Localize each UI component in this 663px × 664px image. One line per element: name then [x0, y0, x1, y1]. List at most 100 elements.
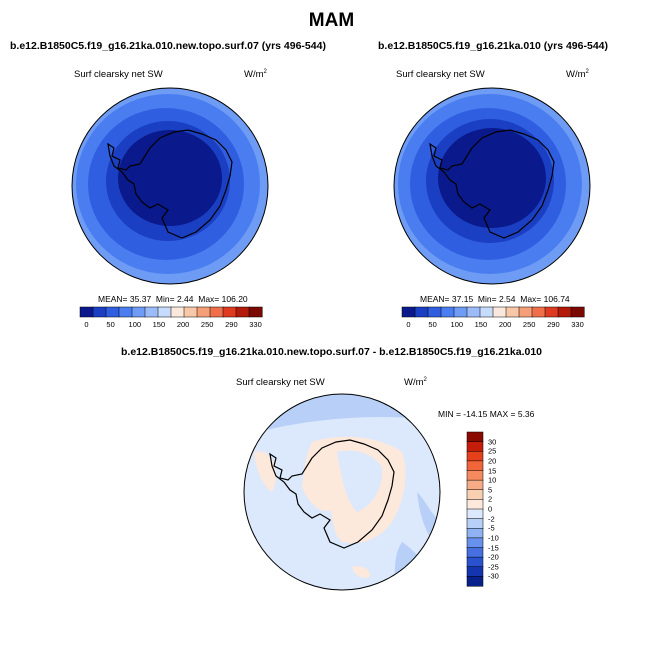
colorbar-tick-label: -2 [488, 514, 495, 524]
panel-1-case-title: b.e12.B1850C5.f19_g16.21ka.010.new.topo.… [10, 40, 326, 52]
colorbar-tick-label: 250 [522, 320, 536, 329]
colorbar-swatch [466, 576, 484, 587]
figure-title: MAM [308, 10, 355, 31]
panel-1-polar-map [71, 87, 269, 285]
antarctica-coastline [429, 129, 555, 239]
colorbar-tick-label: 50 [428, 320, 437, 329]
colorbar-swatch [466, 547, 484, 558]
panel-2-polar-map [393, 87, 591, 285]
diff-panel-title: b.e12.B1850C5.f19_g16.21ka.010.new.topo.… [120, 346, 543, 358]
colorbar-swatch [492, 306, 507, 318]
colorbar-swatch [479, 306, 494, 318]
diff-colorbar [466, 431, 484, 587]
colorbar-swatch [466, 479, 484, 491]
colorbar-swatch [157, 306, 172, 318]
colorbar-swatch [118, 306, 133, 318]
colorbar-tick-label: 20 [488, 456, 497, 466]
colorbar-swatch [544, 306, 559, 318]
panel-1-colorbar-labels: 0 50 100 150 200 250 290 330 [80, 320, 262, 330]
colorbar-swatch [196, 306, 211, 318]
colorbar-swatch [466, 566, 484, 577]
diff-polar-map [243, 393, 441, 591]
colorbar-tick-label: 250 [200, 320, 214, 329]
colorbar-swatch [248, 306, 263, 318]
diff-panel-variable-label: Surf clearsky net SW [236, 377, 325, 388]
colorbar-tick-label: 10 [488, 475, 497, 485]
colorbar-swatch [92, 306, 107, 318]
colorbar-tick-label: 2 [488, 494, 493, 504]
colorbar-tick-label: 100 [128, 320, 142, 329]
panel-2-stats: MEAN= 37.15 Min= 2.54 Max= 106.74 [420, 294, 570, 304]
colorbar-swatch [466, 489, 484, 500]
panel-2-variable-label: Surf clearsky net SW [396, 69, 485, 80]
colorbar-tick-label: 0 [84, 320, 89, 329]
colorbar-swatch [466, 499, 484, 510]
colorbar-swatch [401, 306, 416, 318]
diff-panel-units-label: W/m2 [404, 377, 427, 389]
colorbar-tick-label: 30 [488, 437, 497, 447]
colorbar-swatch [183, 306, 198, 318]
panel-2-colorbar-labels: 0 50 100 150 200 250 290 330 [402, 320, 584, 330]
colorbar-swatch [466, 431, 484, 443]
colorbar-swatch [427, 306, 442, 318]
colorbar-tick-label: 330 [249, 320, 262, 329]
colorbar-swatch [570, 306, 585, 318]
colorbar-swatch [235, 306, 250, 318]
colorbar-swatch [105, 306, 120, 318]
colorbar-tick-label: 5 [488, 485, 493, 495]
colorbar-swatch [466, 518, 484, 529]
colorbar-swatch [466, 556, 484, 568]
colorbar-swatch [209, 306, 224, 318]
colorbar-swatch [79, 306, 94, 318]
colorbar-tick-label: 150 [152, 320, 166, 329]
colorbar-swatch [414, 306, 429, 318]
colorbar-tick-label: 100 [450, 320, 464, 329]
colorbar-tick-label: -25 [488, 562, 499, 572]
colorbar-tick-label: 25 [488, 446, 497, 456]
diff-panel-minmax: MIN = -14.15 MAX = 5.36 [438, 409, 535, 419]
colorbar-tick-label: -15 [488, 543, 499, 552]
colorbar-tick-label: 290 [225, 320, 238, 329]
antarctica-coastline [107, 129, 233, 239]
panel-1-stats: MEAN= 35.37 Min= 2.44 Max= 106.20 [98, 294, 248, 304]
colorbar-swatch [440, 306, 455, 318]
antarctica-coastline [269, 439, 395, 549]
panel-1-colorbar [79, 306, 263, 318]
colorbar-tick-label: -20 [488, 552, 499, 562]
colorbar-swatch [505, 306, 520, 318]
colorbar-swatch [466, 508, 484, 520]
panel-2-colorbar [401, 306, 585, 318]
colorbar-tick-label: 15 [488, 466, 497, 475]
colorbar-tick-label: 200 [498, 320, 512, 329]
panel-2-units-label: W/m2 [566, 69, 589, 81]
colorbar-swatch [466, 306, 481, 318]
colorbar-tick-label: 330 [571, 320, 584, 329]
colorbar-swatch [466, 537, 484, 549]
colorbar-tick-label: 50 [106, 320, 115, 329]
colorbar-tick-label: 150 [474, 320, 488, 329]
colorbar-swatch [531, 306, 546, 318]
colorbar-swatch [466, 470, 484, 481]
panel-1-units-label: W/m2 [244, 69, 267, 81]
colorbar-tick-label: 0 [488, 504, 493, 514]
colorbar-swatch [170, 306, 185, 318]
colorbar-swatch [466, 460, 484, 472]
colorbar-tick-label: 200 [176, 320, 190, 329]
colorbar-swatch [518, 306, 533, 318]
colorbar-swatch [557, 306, 572, 318]
colorbar-swatch [453, 306, 468, 318]
colorbar-swatch [144, 306, 159, 318]
panel-2-case-title: b.e12.B1850C5.f19_g16.21ka.010 (yrs 496-… [378, 40, 608, 52]
colorbar-tick-label: -30 [488, 571, 499, 581]
colorbar-tick-label: 0 [406, 320, 411, 329]
panel-1-variable-label: Surf clearsky net SW [74, 69, 163, 80]
colorbar-swatch [131, 306, 146, 318]
colorbar-swatch [466, 451, 484, 462]
colorbar-tick-label: -10 [488, 533, 499, 543]
diff-colorbar-labels: 30 25 20 15 10 5 2 0 -2 -5 -10 -15 -20 -25 -30 [488, 432, 518, 586]
colorbar-swatch [222, 306, 237, 318]
colorbar-swatch [466, 528, 484, 539]
colorbar-tick-label: -5 [488, 523, 495, 533]
colorbar-tick-label: 290 [547, 320, 560, 329]
colorbar-swatch [466, 441, 484, 452]
